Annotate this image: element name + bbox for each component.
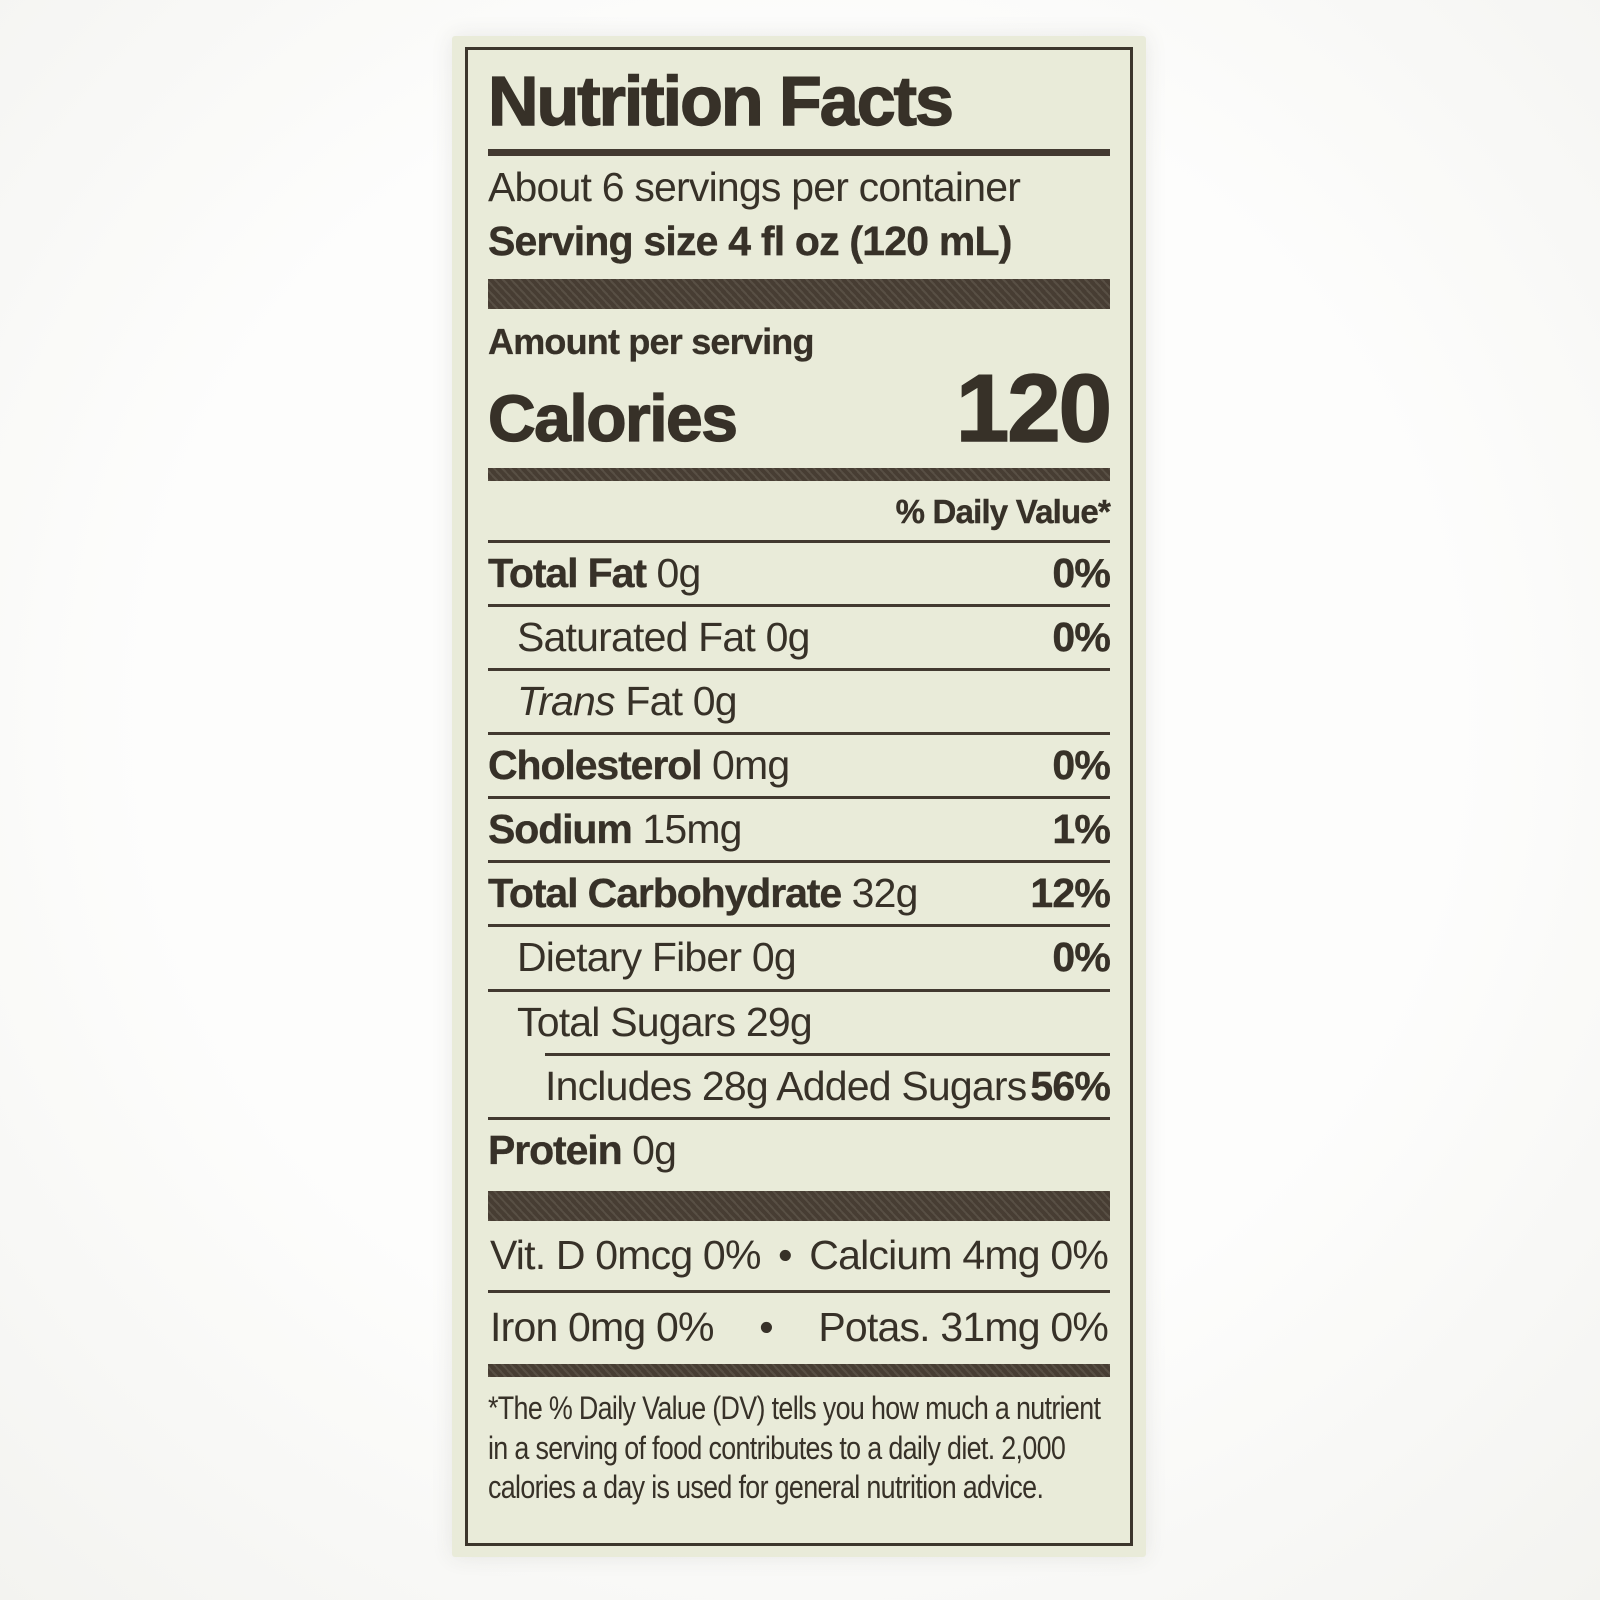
nutrient-name: Cholesterol 0mg: [488, 742, 790, 789]
potassium-value: Potas. 31mg 0%: [818, 1303, 1108, 1350]
nutrient-row-trans-fat: Trans Fat 0g: [488, 668, 1110, 732]
nutrient-name: Dietary Fiber 0g: [517, 934, 797, 981]
nutrition-facts-panel: Nutrition Facts About 6 servings per con…: [465, 47, 1133, 1546]
nutrient-dv: 12%: [1030, 870, 1111, 917]
nutrient-name: Total Fat 0g: [488, 549, 701, 596]
divider-under-title: [488, 149, 1110, 156]
nutrient-row-saturated-fat: Saturated Fat 0g 0%: [488, 604, 1111, 668]
nutrition-facts-title: Nutrition Facts: [487, 62, 954, 140]
nutrient-dv: 0%: [1052, 614, 1111, 660]
nutrient-row-added-sugars: Includes 28g Added Sugars 56%: [488, 1056, 1111, 1117]
nutrient-name: Includes 28g Added Sugars: [545, 1062, 1027, 1109]
nutrient-row-protein: Protein 0g: [488, 1116, 1110, 1181]
nutrient-name: Saturated Fat 0g: [517, 614, 810, 660]
footnote-line-3: calories a day is used for general nutri…: [488, 1469, 1044, 1506]
iron-value: Iron 0mg 0%: [490, 1303, 714, 1350]
nutrient-name: Sodium 15mg: [488, 806, 743, 853]
vitamin-d-value: Vit. D 0mcg 0%: [490, 1231, 761, 1278]
nutrient-row-total-carbohydrate: Total Carbohydrate 32g 12%: [488, 860, 1111, 924]
calories-value: 120: [955, 354, 1113, 462]
bullet-separator: •: [759, 1303, 773, 1350]
calories-row: Calories 120: [487, 354, 1113, 462]
nutrient-row-total-fat: Total Fat 0g 0%: [488, 539, 1111, 604]
divider-inset-added-sugars: [545, 1052, 1110, 1056]
nutrient-row-sodium: Sodium 15mg 1%: [488, 796, 1111, 860]
calories-label: Calories: [487, 380, 738, 455]
amount-per-serving-label: Amount per serving: [488, 320, 815, 362]
nutrient-dv: 0%: [1052, 934, 1111, 981]
nutrient-row-total-sugars: Total Sugars 29g: [488, 988, 1110, 1053]
micronutrient-row-2: Iron 0mg 0% • Potas. 31mg 0%: [488, 1289, 1110, 1362]
calcium-value: Calcium 4mg 0%: [809, 1231, 1108, 1278]
footnote-line-1: *The % Daily Value (DV) tells you how mu…: [488, 1389, 1101, 1426]
separator-bar-medium-calories: [488, 467, 1110, 481]
separator-bar-thick-top: [488, 278, 1110, 309]
daily-value-footnote: *The % Daily Value (DV) tells you how mu…: [488, 1389, 1115, 1508]
nutrient-dv: 0%: [1052, 549, 1111, 596]
nutrient-row-dietary-fiber: Dietary Fiber 0g 0%: [488, 924, 1111, 988]
nutrient-name: Total Sugars 29g: [517, 998, 813, 1045]
nutrient-name: Total Carbohydrate 32g: [488, 870, 919, 917]
nutrient-dv: 56%: [1030, 1062, 1111, 1109]
micronutrient-row-1: Vit. D 0mcg 0% • Calcium 4mg 0%: [488, 1221, 1110, 1290]
nutrient-dv: 0%: [1052, 742, 1111, 789]
nutrient-name: Trans Fat 0g: [517, 678, 738, 725]
footnote-line-2: in a serving of food contributes to a da…: [488, 1429, 1066, 1466]
nutrition-label-sticker: Nutrition Facts About 6 servings per con…: [452, 36, 1146, 1557]
separator-bar-medium-footnote: [488, 1363, 1110, 1377]
separator-bar-thick-bottom: [488, 1190, 1110, 1221]
nutrient-name: Protein 0g: [488, 1126, 677, 1173]
serving-size-line: Serving size 4 fl oz (120 mL): [488, 217, 1013, 264]
nutrient-dv: 1%: [1052, 806, 1111, 853]
bullet-separator: •: [778, 1231, 792, 1278]
servings-per-container: About 6 servings per container: [488, 164, 1021, 210]
daily-value-header: % Daily Value*: [895, 492, 1111, 530]
nutrient-row-cholesterol: Cholesterol 0mg 0%: [488, 732, 1111, 796]
